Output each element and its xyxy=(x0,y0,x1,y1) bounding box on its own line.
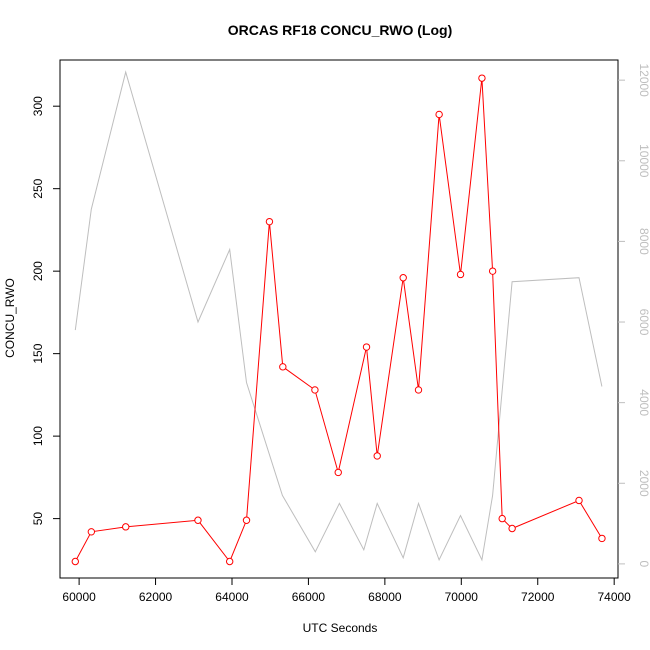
x-tick-label: 60000 xyxy=(62,590,96,604)
plot-frame xyxy=(59,59,619,579)
x-tick-label: 72000 xyxy=(521,590,555,604)
primary-series-point xyxy=(498,514,506,523)
y-tick-label: 100 xyxy=(31,426,45,446)
y-tick-label: 150 xyxy=(31,343,45,363)
primary-series-point xyxy=(194,516,202,524)
secondary-series-line xyxy=(74,70,603,562)
primary-series-point xyxy=(373,452,381,460)
primary-series-point xyxy=(456,270,465,279)
primary-series-line xyxy=(74,78,603,563)
y-tick-label: 250 xyxy=(31,178,45,198)
x-tick-label: 74000 xyxy=(597,590,631,604)
y2-tick-label: 10000 xyxy=(637,144,650,178)
primary-series-point xyxy=(488,267,497,275)
y-axis: 50 100 150 200 250 300 xyxy=(31,96,60,525)
primary-series-point xyxy=(508,524,516,533)
primary-series-point xyxy=(478,74,486,82)
primary-series-point xyxy=(242,516,251,524)
x-axis: 60000 62000 64000 66000 68000 70000 72000 74000 xyxy=(62,578,631,604)
primary-series-point xyxy=(87,528,96,536)
y2-tick-label: 6000 xyxy=(637,309,650,336)
y2-tick-label: 8000 xyxy=(637,228,650,255)
y-tick-label: 300 xyxy=(31,96,45,116)
primary-series-point xyxy=(598,534,606,543)
y2-tick-label: 12000 xyxy=(637,63,650,97)
primary-series-point xyxy=(265,217,274,226)
secondary-series-group xyxy=(74,70,603,562)
primary-series-point xyxy=(575,496,583,505)
primary-series-point xyxy=(311,386,319,394)
primary-series-point xyxy=(122,523,130,531)
y-tick-label: 200 xyxy=(31,261,45,281)
chart-title: ORCAS RF18 CONCU_RWO (Log) xyxy=(228,22,453,38)
x-tick-label: 62000 xyxy=(139,590,173,604)
primary-series-point xyxy=(362,343,371,351)
primary-series-point xyxy=(414,386,423,394)
primary-series-point xyxy=(279,363,287,371)
y2-tick-label: 0 xyxy=(637,561,650,568)
primary-series-point xyxy=(334,468,342,477)
x-tick-label: 68000 xyxy=(368,590,402,604)
primary-series-point xyxy=(435,110,443,119)
x-tick-label: 64000 xyxy=(215,590,249,604)
y2-axis: 0 2000 4000 6000 8000 10000 12000 xyxy=(618,63,650,568)
y2-tick-label: 2000 xyxy=(637,470,650,497)
y-axis-label: CONCU_RWO xyxy=(3,278,17,358)
y2-tick-label: 4000 xyxy=(637,389,650,416)
x-tick-label: 70000 xyxy=(445,590,479,604)
primary-series-group xyxy=(71,74,606,566)
primary-series-point xyxy=(399,274,407,282)
x-tick-label: 66000 xyxy=(292,590,326,604)
y-tick-label: 50 xyxy=(31,512,45,526)
primary-series-point xyxy=(225,557,234,566)
x-axis-label: UTC Seconds xyxy=(303,621,378,635)
primary-series-point xyxy=(71,557,79,566)
